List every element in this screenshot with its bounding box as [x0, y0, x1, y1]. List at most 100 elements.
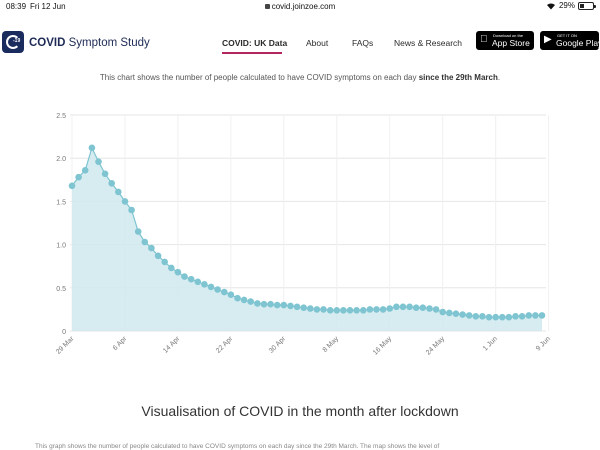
- clock: 08:39: [6, 2, 27, 11]
- body-text-cut: This graph shows the number of people ca…: [35, 443, 440, 450]
- data-point[interactable]: [128, 206, 135, 214]
- data-point[interactable]: [154, 252, 162, 260]
- data-point[interactable]: [201, 281, 208, 288]
- data-point[interactable]: [260, 300, 268, 308]
- data-point[interactable]: [432, 306, 440, 313]
- y-tick-label: 0: [62, 329, 66, 336]
- x-tick-label: 1 Jun: [482, 335, 499, 352]
- data-point[interactable]: [492, 313, 500, 321]
- data-point[interactable]: [247, 298, 254, 305]
- data-point[interactable]: [254, 300, 261, 307]
- url-text: covid.joinzoe.com: [271, 2, 336, 11]
- data-point[interactable]: [221, 288, 228, 296]
- data-point[interactable]: [207, 283, 215, 291]
- data-point[interactable]: [525, 312, 533, 319]
- covid-app-logo-icon[interactable]: -19: [2, 31, 24, 53]
- nav-link-uk-data[interactable]: COVID: UK Data: [222, 38, 288, 48]
- data-point[interactable]: [518, 313, 526, 320]
- data-point[interactable]: [121, 198, 129, 205]
- data-point[interactable]: [227, 291, 235, 298]
- brand-name[interactable]: COVID Symptom Study: [29, 37, 150, 49]
- data-point[interactable]: [399, 303, 407, 311]
- data-point[interactable]: [333, 307, 341, 314]
- data-point[interactable]: [393, 303, 400, 311]
- data-point[interactable]: [234, 294, 241, 302]
- lock-icon: [264, 4, 270, 9]
- data-point[interactable]: [141, 238, 149, 246]
- data-point[interactable]: [512, 313, 519, 320]
- x-tick-label: 24 May: [425, 335, 447, 357]
- address-bar[interactable]: covid.joinzoe.com: [0, 2, 600, 11]
- data-point[interactable]: [419, 304, 427, 311]
- data-point[interactable]: [240, 296, 248, 304]
- data-point[interactable]: [373, 306, 380, 313]
- data-point[interactable]: [148, 244, 155, 252]
- data-point[interactable]: [88, 144, 96, 152]
- data-point[interactable]: [194, 278, 202, 286]
- data-point[interactable]: [472, 313, 480, 320]
- app-store-button[interactable]:  Download on the App Store: [476, 31, 534, 50]
- data-point[interactable]: [174, 268, 182, 276]
- data-point[interactable]: [505, 313, 513, 321]
- data-point[interactable]: [452, 310, 460, 317]
- nav-link-about[interactable]: About: [306, 38, 329, 48]
- data-point[interactable]: [412, 304, 420, 311]
- data-point[interactable]: [406, 303, 413, 311]
- data-point[interactable]: [360, 307, 367, 314]
- x-tick-label: 8 May: [322, 335, 341, 354]
- data-point[interactable]: [101, 170, 109, 178]
- data-point[interactable]: [280, 301, 288, 309]
- data-point[interactable]: [340, 307, 347, 314]
- data-point[interactable]: [538, 312, 546, 319]
- data-point[interactable]: [68, 182, 76, 190]
- data-point[interactable]: [426, 305, 433, 312]
- data-point[interactable]: [379, 306, 387, 313]
- symptoms-chart-svg: 0 0.5 1.0 1.5 2.0 2.5 29 Mar 6 Apr 14 Apr 22 Apr 3…: [55, 113, 552, 357]
- data-point[interactable]: [115, 188, 122, 196]
- data-point[interactable]: [134, 228, 142, 235]
- google-play-button[interactable]: ▶ GET IT ON Google Play: [540, 31, 600, 50]
- data-point[interactable]: [95, 158, 102, 165]
- data-point[interactable]: [366, 306, 374, 313]
- date: Fri 12 Jun: [30, 2, 66, 11]
- data-point[interactable]: [439, 308, 447, 316]
- data-point[interactable]: [287, 302, 294, 310]
- data-point[interactable]: [479, 313, 486, 320]
- data-point[interactable]: [187, 275, 195, 283]
- data-point[interactable]: [300, 304, 308, 311]
- data-point[interactable]: [307, 305, 314, 312]
- data-point[interactable]: [532, 312, 539, 319]
- x-tick-label: 6 Apr: [112, 335, 129, 352]
- data-point[interactable]: [161, 258, 168, 266]
- data-point[interactable]: [485, 313, 493, 321]
- data-point[interactable]: [181, 273, 188, 280]
- status-bar: 08:39 Fri 12 Jun covid.joinzoe.com 29%: [0, 0, 600, 14]
- data-point[interactable]: [293, 303, 301, 311]
- nav-link-news-research[interactable]: News & Research: [394, 38, 463, 48]
- data-point[interactable]: [75, 173, 82, 181]
- data-point[interactable]: [459, 311, 466, 318]
- x-tick-label: 30 Apr: [268, 335, 288, 355]
- data-point[interactable]: [446, 309, 453, 317]
- data-point[interactable]: [267, 300, 274, 308]
- data-point[interactable]: [353, 307, 360, 314]
- data-point[interactable]: [386, 305, 394, 312]
- apple-icon: : [480, 35, 488, 45]
- data-point[interactable]: [499, 313, 506, 321]
- data-point[interactable]: [320, 306, 327, 313]
- top-nav: -19 COVID Symptom Study COVID: UK Data A…: [0, 28, 600, 60]
- nav-link-faqs[interactable]: FAQs: [352, 38, 374, 48]
- data-point[interactable]: [214, 286, 221, 293]
- data-point[interactable]: [273, 301, 281, 309]
- series-area: [72, 147, 542, 331]
- data-point[interactable]: [465, 312, 473, 319]
- wifi-icon: [546, 2, 555, 10]
- data-point[interactable]: [108, 180, 115, 187]
- data-point[interactable]: [168, 264, 175, 272]
- data-point[interactable]: [81, 167, 89, 174]
- y-tick-label: 1.5: [56, 199, 66, 206]
- data-point[interactable]: [313, 306, 321, 313]
- x-tick-label: 22 Apr: [215, 335, 235, 355]
- data-point[interactable]: [346, 307, 354, 314]
- data-point[interactable]: [326, 307, 334, 314]
